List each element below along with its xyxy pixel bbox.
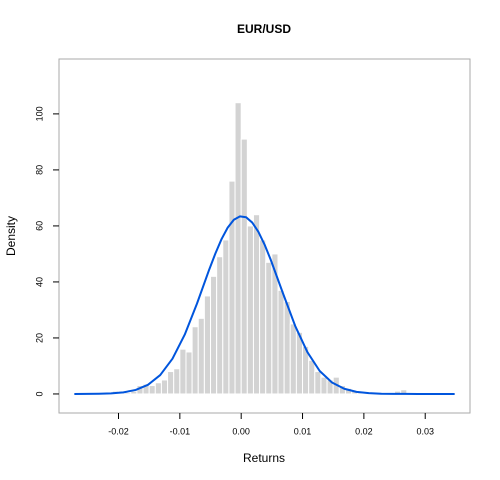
chart-title: EUR/USD <box>237 22 291 36</box>
bar <box>154 382 162 395</box>
x-tick-label: -0.02 <box>108 426 129 436</box>
bar <box>216 256 224 395</box>
bar <box>210 275 218 395</box>
x-tick-label: 0.02 <box>355 426 373 436</box>
bar <box>167 371 175 395</box>
bar <box>222 239 230 395</box>
bar <box>148 385 156 395</box>
bar <box>240 138 248 395</box>
bar <box>185 351 193 395</box>
bar <box>246 225 254 395</box>
bar <box>203 295 212 395</box>
bar <box>197 317 205 395</box>
y-tick-label: 0 <box>34 391 44 396</box>
bar <box>308 359 316 395</box>
density-curve <box>74 215 455 395</box>
bar <box>265 261 273 395</box>
bar <box>191 326 199 395</box>
bar <box>234 102 242 395</box>
y-tick-label: 40 <box>34 277 44 287</box>
y-tick-label: 100 <box>34 106 44 121</box>
x-tick-label: 0.03 <box>416 426 434 436</box>
plot-frame <box>58 58 471 414</box>
y-tick-label: 20 <box>34 333 44 343</box>
bar <box>259 239 267 395</box>
x-tick-label: 0.01 <box>294 426 312 436</box>
y-tick-label: 60 <box>34 221 44 231</box>
bar <box>314 371 322 395</box>
bar <box>283 301 291 395</box>
x-tick-label: 0.00 <box>232 426 250 436</box>
bar <box>160 379 169 395</box>
y-tick-label: 80 <box>34 165 44 175</box>
bar <box>179 348 187 395</box>
y-axis-label: Density <box>4 216 18 256</box>
bar <box>228 180 236 395</box>
bar <box>289 323 297 395</box>
x-axis-label: Returns <box>243 451 285 465</box>
bar <box>252 214 261 395</box>
x-tick-label: -0.01 <box>170 426 191 436</box>
bar <box>173 368 181 395</box>
bar <box>320 376 328 395</box>
bar <box>277 289 285 395</box>
